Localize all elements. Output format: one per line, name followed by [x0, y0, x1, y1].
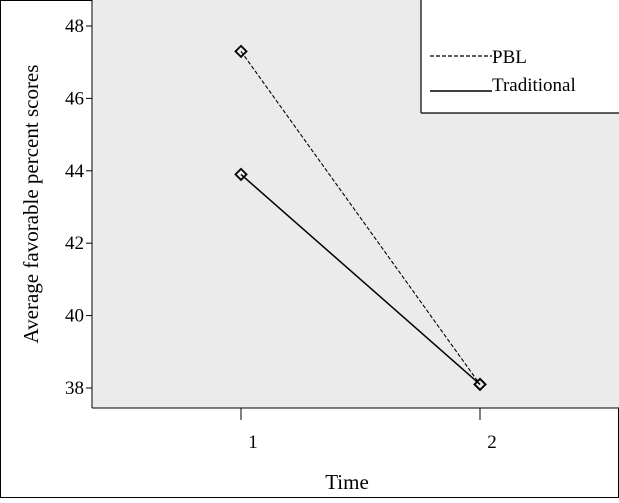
data-point-traditional	[473, 377, 487, 392]
y-axis-ticks: 38 40 42 44 46 48	[65, 16, 92, 399]
legend-label-pbl: PBL	[492, 47, 527, 68]
series-line-pbl	[240, 51, 481, 385]
legend: PBL Traditional	[420, 0, 619, 114]
series-layer	[234, 44, 487, 392]
x-tick-label: 2	[487, 432, 497, 453]
legend-label-traditional: Traditional	[492, 75, 576, 96]
data-point-traditional	[234, 167, 248, 182]
y-tick-label: 42	[65, 233, 84, 254]
y-axis-title: Average favorable percent scores	[19, 65, 43, 344]
y-tick-label: 44	[65, 161, 85, 182]
data-point-pbl	[234, 44, 248, 59]
y-tick-label: 48	[65, 16, 84, 37]
y-tick-label: 38	[65, 378, 84, 399]
y-tick-label: 40	[65, 306, 84, 327]
x-tick-label: 1	[248, 432, 258, 453]
y-tick-label: 46	[65, 88, 84, 109]
x-axis-title: Time	[325, 470, 369, 494]
series-line-traditional	[240, 173, 481, 385]
